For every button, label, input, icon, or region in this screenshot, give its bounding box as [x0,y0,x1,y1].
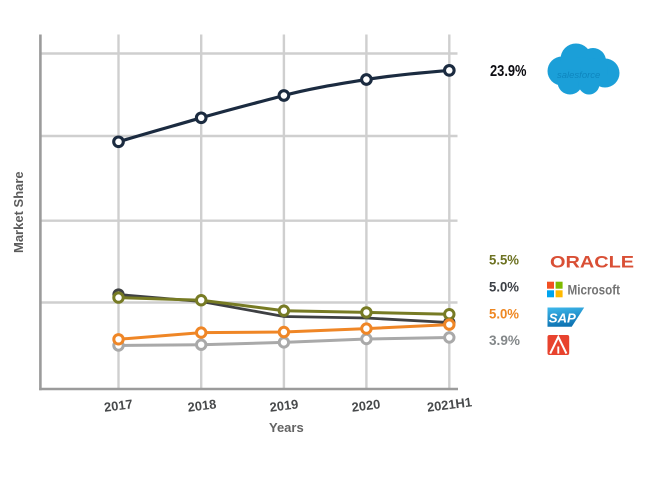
svg-text:2019: 2019 [269,396,299,414]
svg-text:5.0%: 5.0% [489,279,520,295]
svg-text:5.0%: 5.0% [489,306,520,322]
svg-text:Years: Years [269,420,304,435]
svg-text:2020: 2020 [351,396,381,414]
svg-text:Microsoft: Microsoft [568,283,621,298]
svg-text:5.5%: 5.5% [489,252,520,268]
svg-text:2017: 2017 [103,396,133,414]
svg-text:salesforce: salesforce [557,70,600,81]
svg-text:SAP: SAP [549,311,576,326]
svg-text:ORACLE: ORACLE [550,254,634,272]
svg-text:Market Share: Market Share [11,171,26,253]
svg-text:3.9%: 3.9% [489,332,521,348]
svg-text:2018: 2018 [187,396,217,414]
svg-text:23.9%: 23.9% [490,63,527,80]
svg-text:2021H1: 2021H1 [426,394,473,414]
